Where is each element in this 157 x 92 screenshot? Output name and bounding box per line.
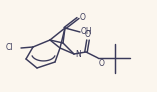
Text: O: O xyxy=(79,13,85,22)
Text: OH: OH xyxy=(81,28,92,37)
Text: Cl: Cl xyxy=(6,44,14,53)
Text: O: O xyxy=(98,59,104,68)
Text: N: N xyxy=(75,49,81,59)
Text: O: O xyxy=(85,30,91,39)
